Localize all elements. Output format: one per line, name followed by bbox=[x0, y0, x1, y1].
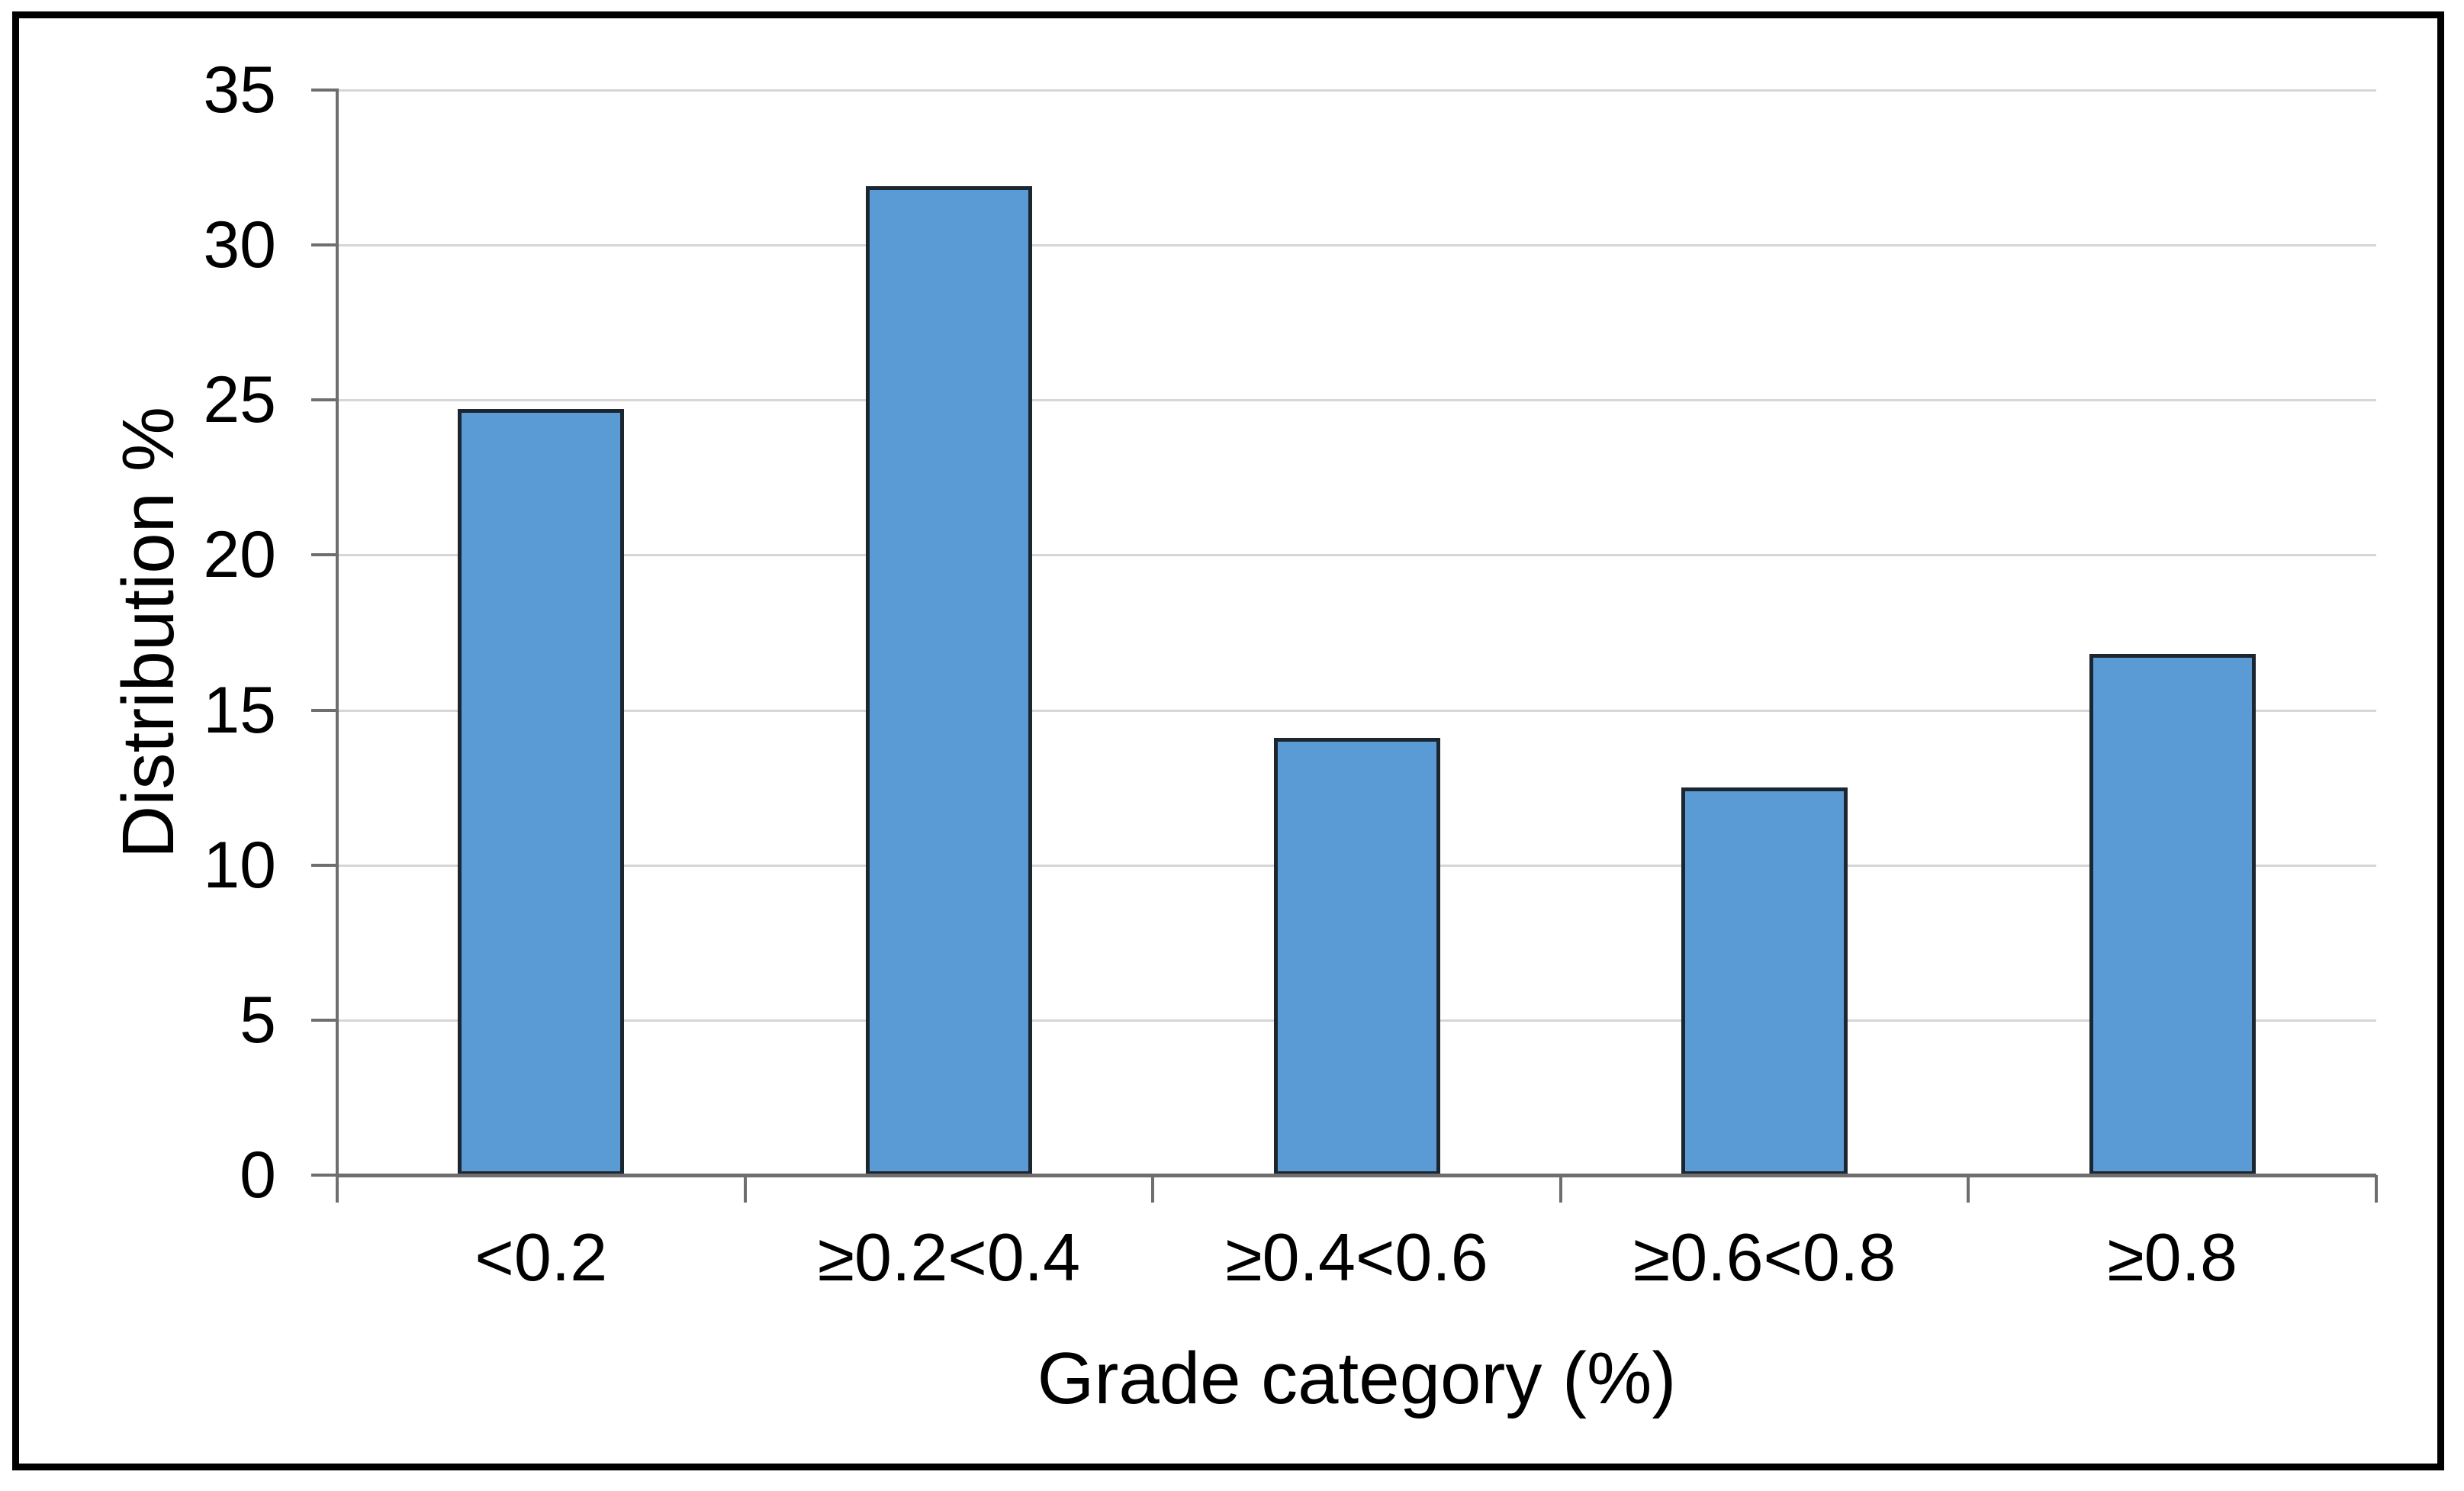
bar bbox=[865, 185, 1032, 1175]
chart-frame: 0 5 10 15 20 25 30 35 <0.2 ≥0.2<0.4 ≥0.4<0.6 ≥0.6<0… bbox=[12, 11, 2444, 1470]
x-axis-tick bbox=[336, 1175, 339, 1203]
x-axis-tick bbox=[1558, 1175, 1562, 1203]
bar bbox=[2089, 654, 2256, 1175]
x-axis-title: Grade category (%) bbox=[1037, 1338, 1677, 1419]
gridline bbox=[337, 89, 2376, 92]
y-axis-tick-label: 0 bbox=[240, 1138, 276, 1212]
y-axis-title: Distribution % bbox=[108, 406, 189, 859]
bar bbox=[1273, 738, 1440, 1175]
x-axis-tick-label: <0.2 bbox=[474, 1219, 608, 1295]
x-axis-tick-label: ≥0.4<0.6 bbox=[1225, 1219, 1488, 1295]
plot-area: 0 5 10 15 20 25 30 35 <0.2 ≥0.2<0.4 ≥0.4<0.6 ≥0.6<0… bbox=[19, 18, 2437, 1464]
y-axis-tick bbox=[311, 398, 337, 402]
y-axis-tick-label: 25 bbox=[203, 363, 276, 437]
x-axis-tick-label: ≥0.8 bbox=[2107, 1219, 2237, 1295]
gridline bbox=[337, 709, 2376, 712]
gridline bbox=[337, 244, 2376, 247]
gridline bbox=[337, 399, 2376, 402]
bar bbox=[1681, 787, 1848, 1175]
y-axis-tick bbox=[311, 1018, 337, 1022]
x-axis-tick bbox=[1151, 1175, 1155, 1203]
gridline bbox=[337, 554, 2376, 557]
y-axis-tick-label: 5 bbox=[240, 983, 276, 1057]
x-axis-tick bbox=[1967, 1175, 1970, 1203]
y-axis-tick-label: 15 bbox=[203, 673, 276, 747]
y-axis-tick bbox=[311, 243, 337, 247]
y-axis-tick bbox=[311, 1174, 337, 1177]
x-axis-tick bbox=[743, 1175, 747, 1203]
x-axis-tick-label: ≥0.2<0.4 bbox=[817, 1219, 1081, 1295]
y-axis-line bbox=[336, 89, 339, 1177]
y-axis-tick-label: 10 bbox=[203, 828, 276, 902]
x-axis-tick bbox=[2375, 1175, 2378, 1203]
bar bbox=[458, 409, 625, 1175]
y-axis-tick-label: 35 bbox=[203, 53, 276, 127]
y-axis-tick-label: 30 bbox=[203, 208, 276, 282]
y-axis-tick bbox=[311, 708, 337, 712]
x-axis-tick-label: ≥0.6<0.8 bbox=[1632, 1219, 1896, 1295]
x-axis-line bbox=[337, 1174, 2376, 1177]
y-axis-tick bbox=[311, 863, 337, 867]
y-axis-tick bbox=[311, 553, 337, 557]
y-axis-tick bbox=[311, 89, 337, 92]
y-axis-tick-label: 20 bbox=[203, 518, 276, 592]
